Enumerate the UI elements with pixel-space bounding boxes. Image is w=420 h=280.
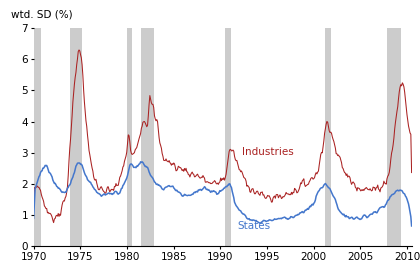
Bar: [127, 28, 131, 246]
Bar: [325, 28, 331, 246]
Text: Industries: Industries: [242, 148, 294, 157]
Bar: [225, 28, 231, 246]
Bar: [387, 28, 402, 246]
Bar: [141, 28, 154, 246]
Text: wtd. SD (%): wtd. SD (%): [11, 9, 73, 19]
Text: States: States: [237, 221, 270, 232]
Bar: [70, 28, 82, 246]
Bar: [33, 28, 41, 246]
